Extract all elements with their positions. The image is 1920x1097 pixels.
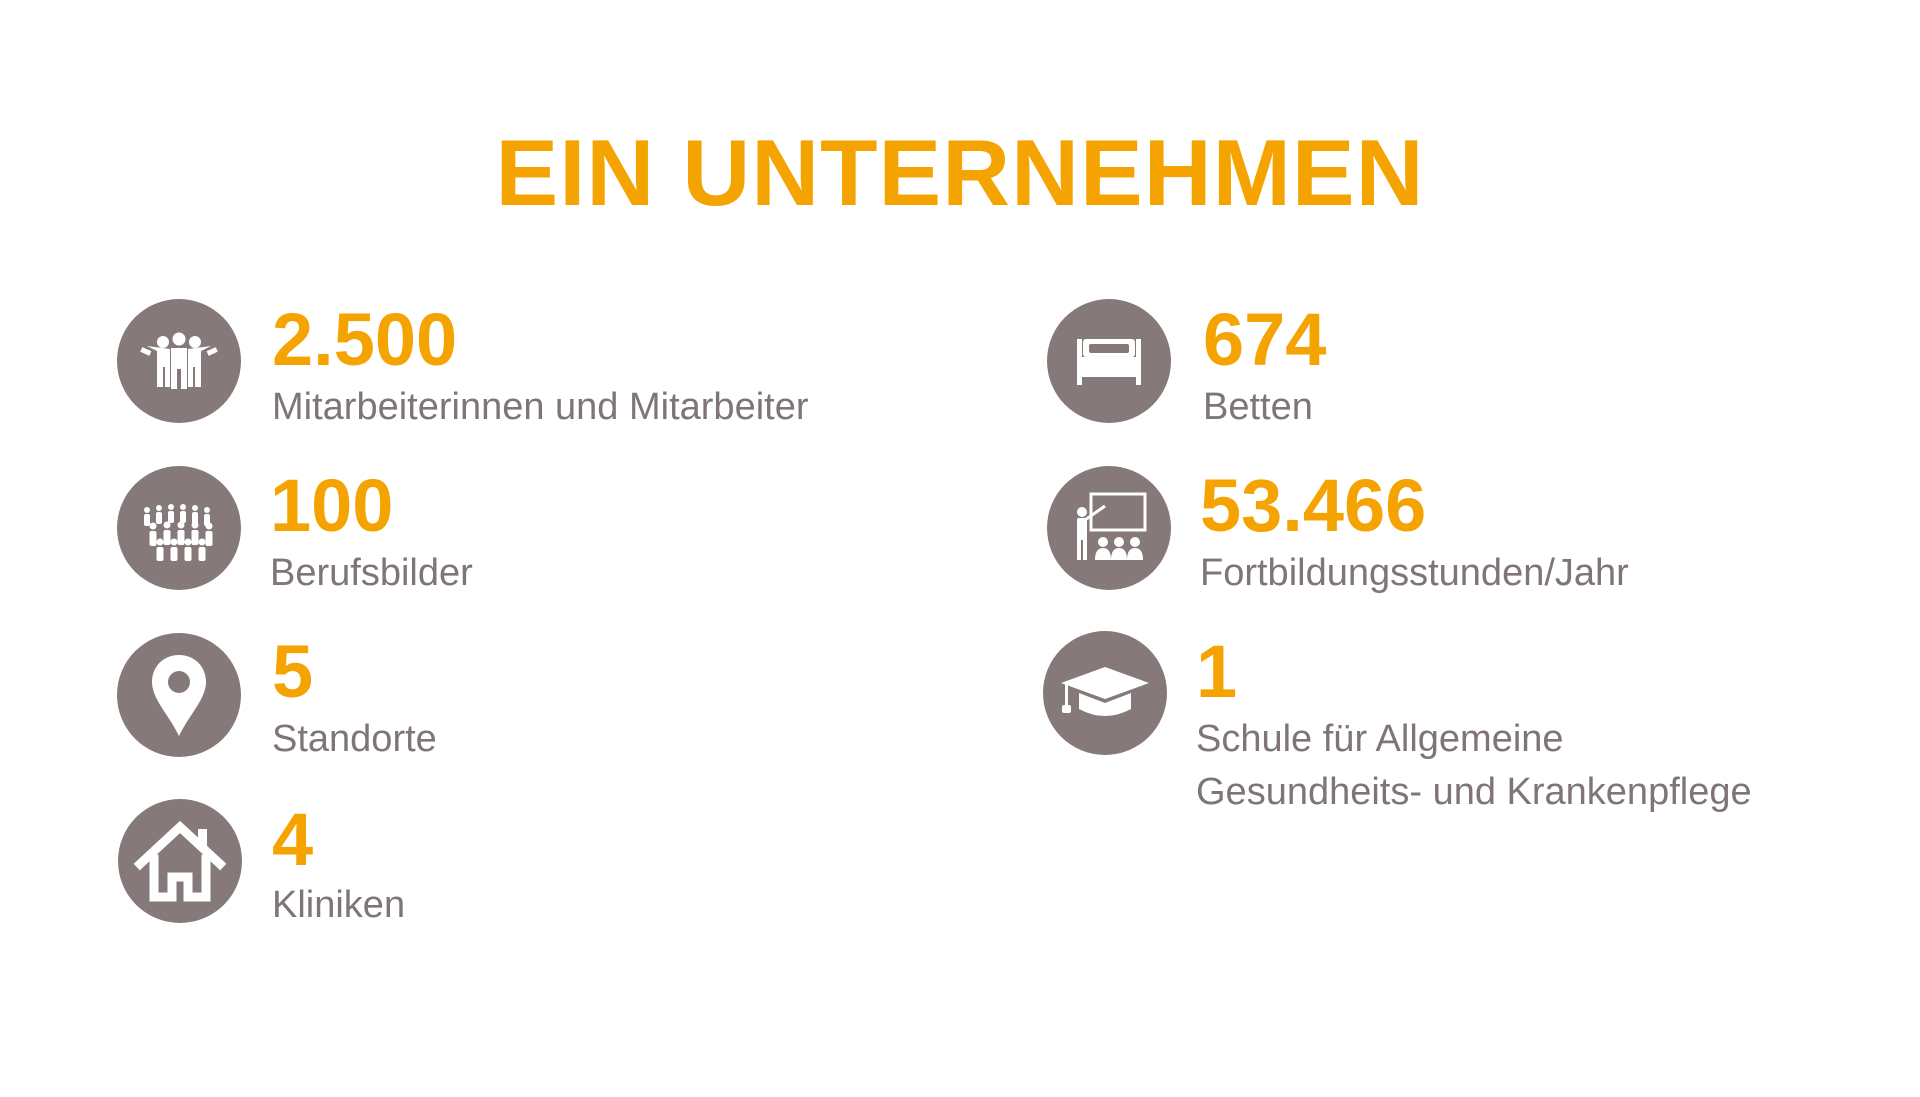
stat-label-line1: Schule für Allgemeine (1196, 718, 1564, 760)
stat-value: 5 (272, 630, 314, 713)
stat-label: Standorte (272, 718, 437, 760)
stat-value: 100 (270, 464, 394, 547)
bed-icon (1047, 299, 1171, 423)
graduation-cap-icon (1043, 631, 1167, 755)
house-icon (118, 799, 242, 923)
stat-label: Fortbildungsstunden/Jahr (1200, 552, 1629, 594)
stat-label-line2: Gesundheits- und Krankenpflege (1196, 771, 1752, 813)
stat-value: 53.466 (1200, 464, 1427, 547)
crowd-icon (117, 466, 241, 590)
stat-label: Kliniken (272, 884, 406, 926)
location-pin-icon (117, 633, 241, 757)
page-title: EIN UNTERNEHMEN (495, 120, 1425, 225)
stat-label: Mitarbeiterinnen und Mitarbeiter (272, 386, 809, 428)
stat-value: 674 (1203, 298, 1327, 381)
staff-group-icon (117, 299, 241, 423)
stat-label: Berufsbilder (270, 552, 473, 594)
stat-value: 2.500 (272, 298, 458, 381)
stat-value: 4 (272, 798, 314, 881)
presentation-icon (1047, 466, 1171, 590)
stat-label: Betten (1203, 386, 1313, 428)
stat-value: 1 (1196, 630, 1238, 713)
